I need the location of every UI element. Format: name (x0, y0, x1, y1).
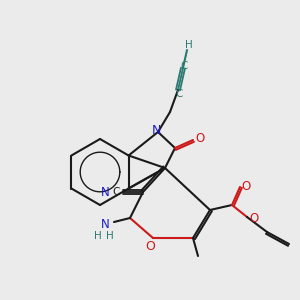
Text: N: N (151, 124, 161, 137)
Text: N: N (100, 218, 109, 230)
Text: H: H (185, 40, 193, 50)
Text: O: O (195, 133, 205, 146)
Text: C: C (180, 61, 188, 71)
Text: O: O (242, 179, 250, 193)
Text: C: C (175, 89, 183, 99)
Text: O: O (145, 239, 155, 253)
Text: H: H (106, 231, 114, 241)
Text: H: H (94, 231, 102, 241)
Text: C: C (112, 187, 120, 197)
Text: N: N (101, 185, 110, 199)
Text: O: O (249, 212, 259, 224)
